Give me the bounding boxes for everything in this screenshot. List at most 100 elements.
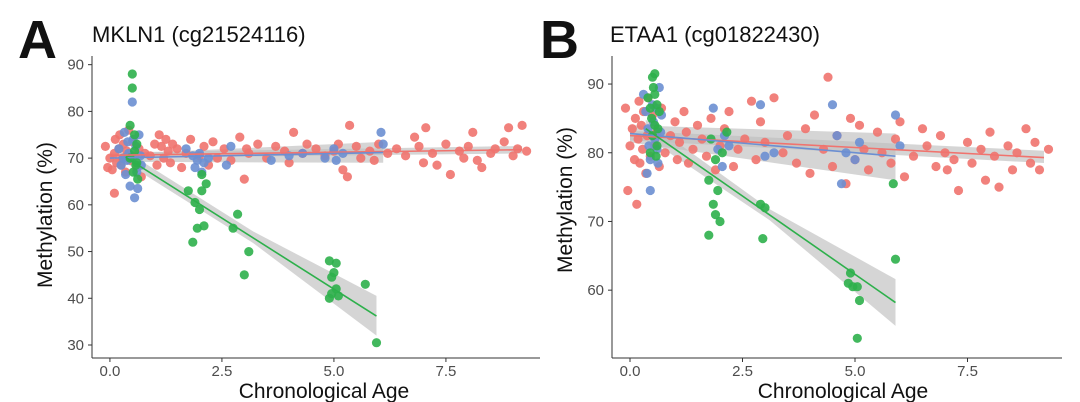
data-point-blue [127,97,137,107]
data-point-blue [708,103,718,113]
y-tick-label: 70 [587,213,604,230]
trend-line-red [109,148,523,157]
data-point-red [728,161,739,172]
data-point-red [724,106,734,117]
panel-b-title: ETAA1 (cg01822430) [610,22,820,47]
data-point-blue [181,144,191,154]
data-point-red [985,127,995,137]
y-tick-label: 50 [67,244,84,261]
data-point-blue [827,100,838,110]
data-point-red [630,113,641,123]
confidence-band-green [125,151,377,336]
data-point-green [713,185,723,196]
data-point-red [441,139,451,149]
data-point-blue [329,144,339,154]
data-point-green [653,124,663,134]
data-point-blue [121,169,131,180]
data-point-red [177,162,187,173]
data-point-red [953,185,964,196]
data-point-red [632,199,642,209]
data-point-red [710,165,721,175]
data-point-red [980,175,991,185]
data-point-green [710,155,721,165]
data-point-red [351,141,361,151]
data-point-red [899,172,910,182]
data-point-red [679,106,689,117]
x-tick-label: 2.5 [732,363,753,380]
panel-a-trends [109,148,523,317]
data-point-red [827,161,838,172]
data-point-green [710,210,721,220]
data-point-red [414,141,424,151]
data-point-green [654,106,664,117]
data-point-red [284,158,294,168]
data-point-red [1025,158,1036,168]
data-point-red [635,158,645,168]
data-point-green [360,279,370,289]
data-point-green [650,69,660,79]
data-point-red [508,151,518,161]
trend-line-green [645,128,896,304]
panel-b-points [620,69,1054,343]
data-point-green [132,139,142,149]
data-point-red [778,148,788,158]
data-point-red [800,124,811,134]
data-point-red [627,124,637,134]
data-point-red [660,148,670,158]
data-point-red [459,153,469,163]
data-point-blue [890,110,901,120]
data-point-red [383,148,393,158]
data-point-green [194,204,205,215]
data-point-blue [125,181,135,191]
data-point-red [109,188,119,198]
data-point-green [888,179,898,189]
data-point-red [410,132,420,142]
data-point-green [854,295,865,306]
data-point-green [133,174,143,184]
x-tick-label: 7.5 [435,363,456,380]
data-point-green [130,130,140,140]
data-point-blue [119,127,129,137]
data-point-red [701,151,712,161]
data-point-blue [221,160,231,170]
data-point-red [490,144,500,154]
data-point-red [791,158,802,168]
data-point-red [107,165,117,175]
x-tick-label: 0.0 [99,363,120,380]
data-point-red [962,137,973,147]
data-point-green [125,120,135,130]
data-point-red [809,110,820,120]
data-point-blue [854,137,865,147]
data-point-red [338,165,348,175]
data-point-green [183,186,193,196]
data-point-red [895,117,905,127]
data-point-green [327,272,337,282]
data-point-red [271,141,281,151]
data-point-blue [331,155,341,165]
data-point-red [805,168,815,178]
data-point-red [967,158,977,168]
data-point-red [1034,165,1045,175]
data-point-red [522,146,532,156]
data-point-green [758,234,768,244]
data-point-green [201,179,211,189]
data-point-blue [895,141,905,151]
data-point-red [935,131,946,141]
data-point-green [331,258,341,268]
data-point-green [652,141,662,151]
panel-b-ylabel: Methylation (%) [554,127,577,273]
data-point-red [886,158,896,168]
data-point-blue [850,155,860,165]
data-point-blue [724,141,734,151]
data-point-red [345,120,355,130]
panel-a-ylabel: Methylation (%) [34,142,57,288]
data-point-green [852,333,862,343]
data-point-red [165,158,175,168]
data-point-red [1007,165,1018,175]
data-point-green [845,268,856,278]
data-point-red [186,134,196,144]
data-point-red [976,144,986,154]
data-point-red [418,158,429,168]
data-point-red [159,153,169,163]
data-point-red [212,153,222,163]
